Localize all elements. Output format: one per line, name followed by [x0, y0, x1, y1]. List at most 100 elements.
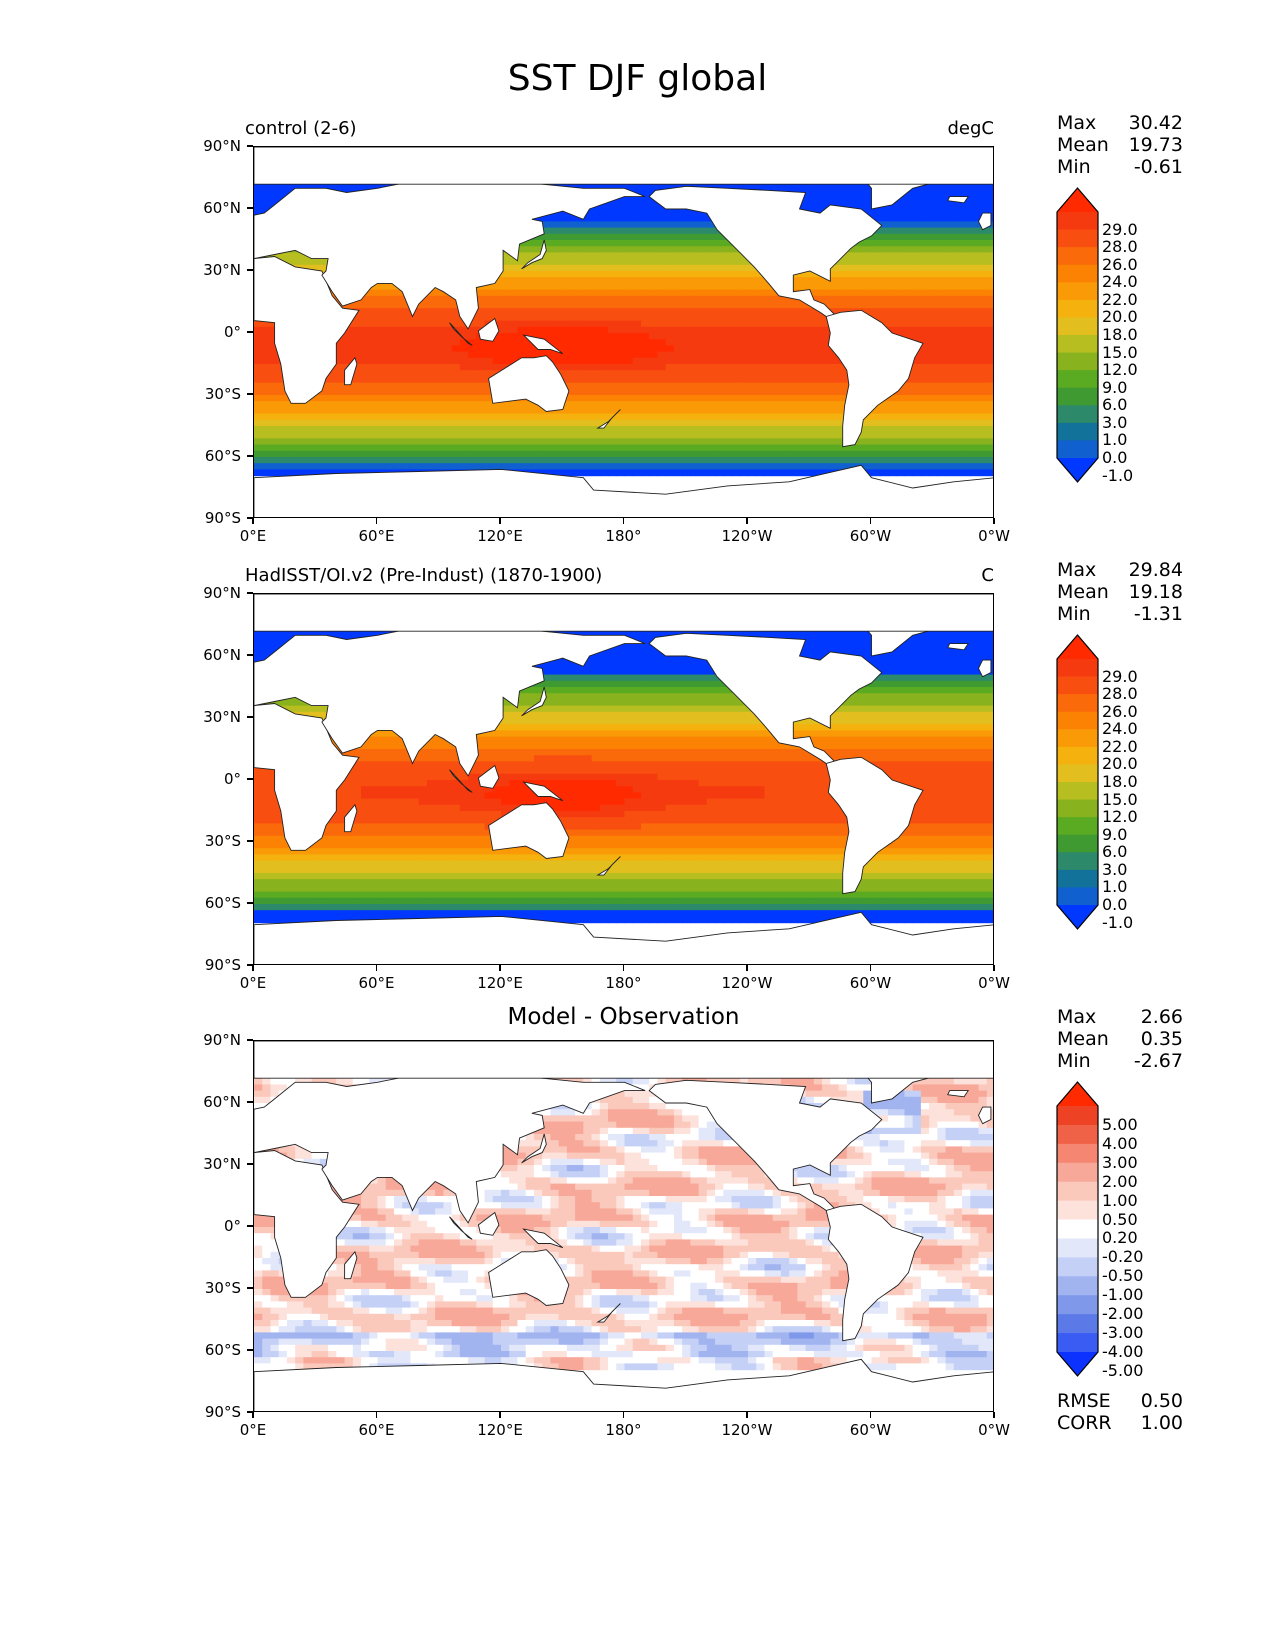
lon-tick-label: 180°	[605, 527, 642, 545]
colorbar-tick-label: 12.0	[1102, 360, 1138, 380]
colorbar-tick-label: 3.0	[1102, 859, 1128, 879]
lon-tick	[869, 518, 872, 524]
land-new-guinea	[522, 1228, 564, 1249]
stat-value: -1.31	[1133, 603, 1183, 625]
lon-tick	[993, 965, 995, 971]
figure-title: SST DJF global	[507, 58, 768, 99]
lon-tick	[622, 1412, 625, 1418]
lon-tick	[622, 965, 625, 971]
lon-tick	[252, 518, 254, 524]
colorbar-extend-top	[1057, 188, 1098, 212]
lat-tick-label: 90°N	[203, 584, 241, 602]
colorbar-swatch	[1057, 352, 1098, 371]
colorbar-swatch	[1057, 282, 1098, 301]
land-australia	[488, 355, 570, 412]
colorbar-swatch	[1057, 299, 1098, 318]
colorbar-tick-label: 28.0	[1102, 237, 1138, 257]
lon-tick-label: 180°	[605, 974, 642, 992]
colorbar	[1056, 1081, 1099, 1377]
lon-tick-label: 120°W	[721, 527, 773, 545]
colorbar-tick-label: 9.0	[1102, 377, 1128, 397]
lon-tick	[375, 965, 378, 971]
lat-tick-label: 30°N	[203, 708, 241, 726]
colorbar-swatch	[1057, 1181, 1098, 1202]
lat-tick	[247, 455, 253, 457]
colorbar-tick-label: -4.00	[1102, 1342, 1144, 1361]
colorbar-swatch	[1057, 1295, 1098, 1315]
colorbar-swatch	[1057, 440, 1098, 459]
lon-tick	[499, 518, 501, 524]
colorbar-tick-label: 1.00	[1102, 1190, 1138, 1210]
colorbar-swatch	[1057, 764, 1098, 783]
land-borneo	[477, 764, 500, 789]
lat-tick	[247, 145, 253, 147]
stat-value: -0.61	[1133, 156, 1183, 178]
lon-tick	[499, 965, 501, 971]
colorbar-outline	[1056, 187, 1099, 483]
land-europe-uk	[977, 1106, 992, 1125]
colorbar-swatch	[1057, 1238, 1098, 1258]
panel-units-label: degC	[947, 118, 995, 139]
lon-tick	[252, 965, 254, 971]
stat-row: Min -1.31	[1057, 603, 1183, 625]
lon-tick-label: 120°W	[721, 974, 773, 992]
lon-tick	[993, 1412, 995, 1418]
stat-row: Max 29.84	[1057, 559, 1183, 581]
stat-value: 2.66	[1140, 1006, 1183, 1028]
lat-tick-label: 60°N	[203, 646, 241, 664]
lon-tick-label: 60°W	[849, 1421, 892, 1439]
lat-tick-label: 0°	[223, 1217, 241, 1235]
colorbar-tick-label: -1.0	[1102, 465, 1134, 485]
colorbar-tick-label: 0.0	[1102, 448, 1128, 467]
lat-tick	[247, 1411, 253, 1413]
land-new-guinea	[522, 781, 564, 802]
stat-row: Mean 0.35	[1057, 1028, 1183, 1050]
lon-tick	[375, 1412, 378, 1418]
colorbar-swatch	[1057, 659, 1098, 677]
lat-tick-label: 30°S	[204, 832, 241, 850]
map-field	[254, 147, 993, 517]
colorbar-tick-label: 22.0	[1102, 289, 1138, 309]
lon-tick-label: 0°W	[978, 1421, 1010, 1439]
land-arctic-east	[254, 147, 993, 185]
land-south-america	[825, 1203, 924, 1342]
land-antarctica	[254, 464, 993, 517]
map-panel-3	[253, 1040, 994, 1412]
colorbar-tick-label: 0.50	[1102, 1209, 1138, 1229]
lat-tick-label: 60°N	[203, 199, 241, 217]
colorbar-tick-label: 18.0	[1102, 325, 1138, 344]
stats-block: Max 29.84 Mean 19.18 Min -1.31	[1057, 559, 1183, 625]
lat-tick	[247, 964, 253, 966]
lon-tick	[375, 518, 378, 524]
colorbar-swatch	[1057, 212, 1098, 230]
lat-tick-label: 30°S	[204, 385, 241, 403]
stat-label: Max	[1057, 559, 1097, 581]
lon-tick	[746, 518, 748, 524]
lat-tick	[247, 517, 253, 519]
lat-tick	[247, 1287, 253, 1289]
colorbar-tick-label: 18.0	[1102, 772, 1138, 791]
lat-tick	[247, 716, 253, 718]
colorbar-extend-bottom	[1057, 1352, 1098, 1376]
colorbar-tick-label: 4.00	[1102, 1133, 1138, 1153]
land-iceland	[947, 1090, 970, 1098]
stat-value: 0.50	[1140, 1390, 1183, 1412]
lat-tick	[247, 393, 253, 395]
lon-tick-label: 120°E	[477, 1421, 523, 1439]
colorbar-tick-label: 26.0	[1102, 254, 1138, 274]
lon-tick-label: 60°E	[358, 1421, 395, 1439]
colorbar-tick-label: -5.00	[1102, 1360, 1144, 1380]
colorbar-swatch	[1057, 1124, 1098, 1145]
colorbar-tick-label: 5.00	[1102, 1114, 1138, 1134]
lat-tick-label: 90°S	[204, 956, 241, 974]
stat-label: Mean	[1057, 1028, 1109, 1050]
lon-tick	[869, 1412, 872, 1418]
colorbar-swatch	[1057, 405, 1098, 424]
stat-row: Min -0.61	[1057, 156, 1183, 178]
land-new-guinea	[522, 334, 564, 355]
land-europe-uk	[977, 659, 992, 678]
colorbar-swatch	[1057, 852, 1098, 871]
colorbar-swatch	[1057, 1200, 1098, 1220]
colorbar-swatch	[1057, 1276, 1098, 1296]
stats-block: Max 2.66 Mean 0.35 Min -2.67	[1057, 1006, 1183, 1072]
